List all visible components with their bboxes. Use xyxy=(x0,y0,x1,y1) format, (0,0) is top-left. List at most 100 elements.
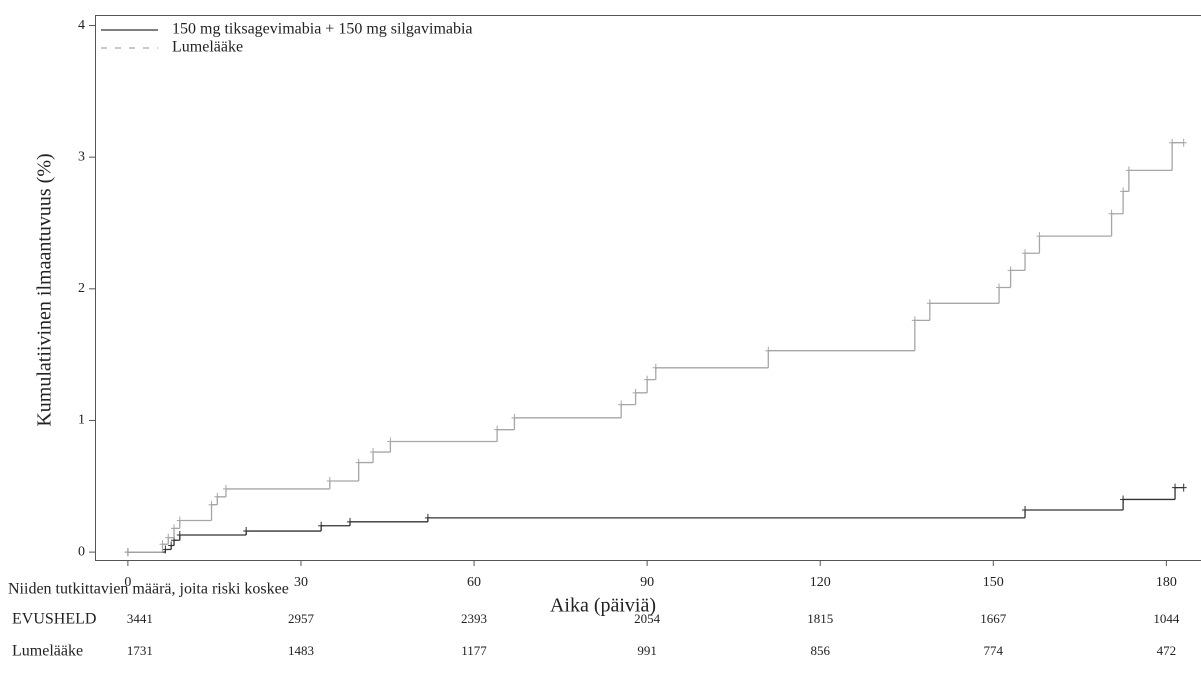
step-segment xyxy=(1122,190,1129,214)
risk-count: 3441 xyxy=(127,611,153,626)
x-tick-label: 90 xyxy=(640,575,654,590)
censor-mark xyxy=(165,533,172,542)
censor-mark xyxy=(347,517,354,526)
step-segment xyxy=(998,286,1011,304)
y-tick-label: 4 xyxy=(78,18,85,33)
censor-mark xyxy=(176,530,183,539)
censor-mark xyxy=(1180,138,1187,147)
step-segment xyxy=(929,302,1000,321)
step-segment xyxy=(245,530,322,535)
censor-mark xyxy=(318,521,325,530)
risk-count: 1815 xyxy=(807,611,833,626)
censor-mark xyxy=(618,400,625,409)
step-segment xyxy=(173,539,180,546)
x-tick-label: 120 xyxy=(810,575,831,590)
step-segment xyxy=(1110,213,1124,237)
censor-mark xyxy=(1007,266,1014,275)
step-segment xyxy=(1122,498,1176,510)
step-segment xyxy=(349,521,428,526)
censor-mark xyxy=(926,299,933,308)
step-segment xyxy=(1024,252,1040,271)
censor-mark xyxy=(171,524,178,533)
step-segment xyxy=(655,367,769,380)
censor-mark xyxy=(765,346,772,355)
censor-mark xyxy=(1172,483,1179,492)
risk-count: 1731 xyxy=(127,643,153,658)
censor-mark xyxy=(208,500,215,509)
step-segment xyxy=(427,517,1026,522)
risk-count: 1044 xyxy=(1153,611,1180,626)
censor-mark xyxy=(243,527,250,536)
censor-mark xyxy=(1120,495,1127,504)
censor-mark xyxy=(176,516,183,525)
y-tick-label: 1 xyxy=(78,413,85,428)
step-segment xyxy=(1038,235,1112,254)
censor-mark xyxy=(370,448,377,457)
risk-count: 2054 xyxy=(634,611,661,626)
step-segment xyxy=(1009,269,1026,288)
step-segment xyxy=(389,440,498,453)
step-segment xyxy=(767,350,915,368)
step-segment xyxy=(914,319,930,351)
x-tick-label: 0 xyxy=(124,575,131,590)
censor-mark xyxy=(222,484,229,493)
censor-mark xyxy=(387,437,394,446)
step-segment xyxy=(225,488,330,497)
censor-mark xyxy=(652,363,659,372)
step-segment xyxy=(320,525,351,532)
step-segment xyxy=(358,461,374,482)
step-segment xyxy=(496,429,515,442)
risk-count: 2393 xyxy=(461,611,487,626)
x-axis-label: Aika (päiviä) xyxy=(550,595,656,617)
censor-mark xyxy=(168,541,175,550)
censor-mark xyxy=(162,545,169,554)
censor-mark xyxy=(1120,187,1127,196)
censor-mark xyxy=(1125,166,1132,175)
censor-mark xyxy=(1169,138,1176,147)
censor-mark xyxy=(1022,249,1029,258)
censor-mark xyxy=(494,425,501,434)
step-segment xyxy=(1171,142,1184,171)
risk-count: 472 xyxy=(1157,643,1177,658)
step-segment xyxy=(646,379,656,393)
x-tick-label: 180 xyxy=(1156,575,1177,590)
plot-frame xyxy=(95,15,1201,561)
step-segment xyxy=(620,404,636,418)
censor-mark xyxy=(632,388,639,397)
step-segment xyxy=(179,519,212,529)
step-segment xyxy=(210,504,218,521)
censor-mark xyxy=(511,413,518,422)
censor-mark xyxy=(424,513,431,522)
censor-mark xyxy=(124,548,131,557)
step-segment xyxy=(634,392,648,405)
censor-mark xyxy=(355,458,362,467)
censor-mark xyxy=(326,477,333,486)
risk-count: 2957 xyxy=(288,611,315,626)
x-tick-label: 30 xyxy=(294,575,308,590)
step-segment xyxy=(372,451,391,463)
step-segment xyxy=(329,480,359,489)
step-segment xyxy=(1024,509,1124,518)
x-tick-label: 150 xyxy=(983,575,1004,590)
censor-mark xyxy=(911,316,918,325)
censor-mark xyxy=(159,540,166,549)
censor-mark xyxy=(1108,209,1115,218)
y-axis-label: Kumulatiivinen ilmaantuvuus (%) xyxy=(34,153,56,426)
risk-count: 856 xyxy=(810,643,830,658)
risk-count: 1177 xyxy=(461,643,487,658)
censor-mark xyxy=(644,375,651,384)
legend-label: 150 mg tiksagevimabia + 150 mg silgavima… xyxy=(172,21,473,38)
risk-count: 1667 xyxy=(980,611,1007,626)
censor-mark xyxy=(214,492,221,501)
risk-row-label: EVUSHELD xyxy=(12,611,96,628)
step-segment xyxy=(1128,169,1173,192)
step-segment xyxy=(513,417,622,430)
y-tick-label: 0 xyxy=(78,544,85,559)
risk-count: 1483 xyxy=(288,643,314,658)
risk-row-label: Lumelääke xyxy=(12,643,83,660)
step-segment xyxy=(179,534,247,541)
risk-table-title: Niiden tutkittavien määrä, joita riski k… xyxy=(8,581,289,598)
risk-count: 991 xyxy=(637,643,657,658)
x-tick-label: 60 xyxy=(467,575,481,590)
